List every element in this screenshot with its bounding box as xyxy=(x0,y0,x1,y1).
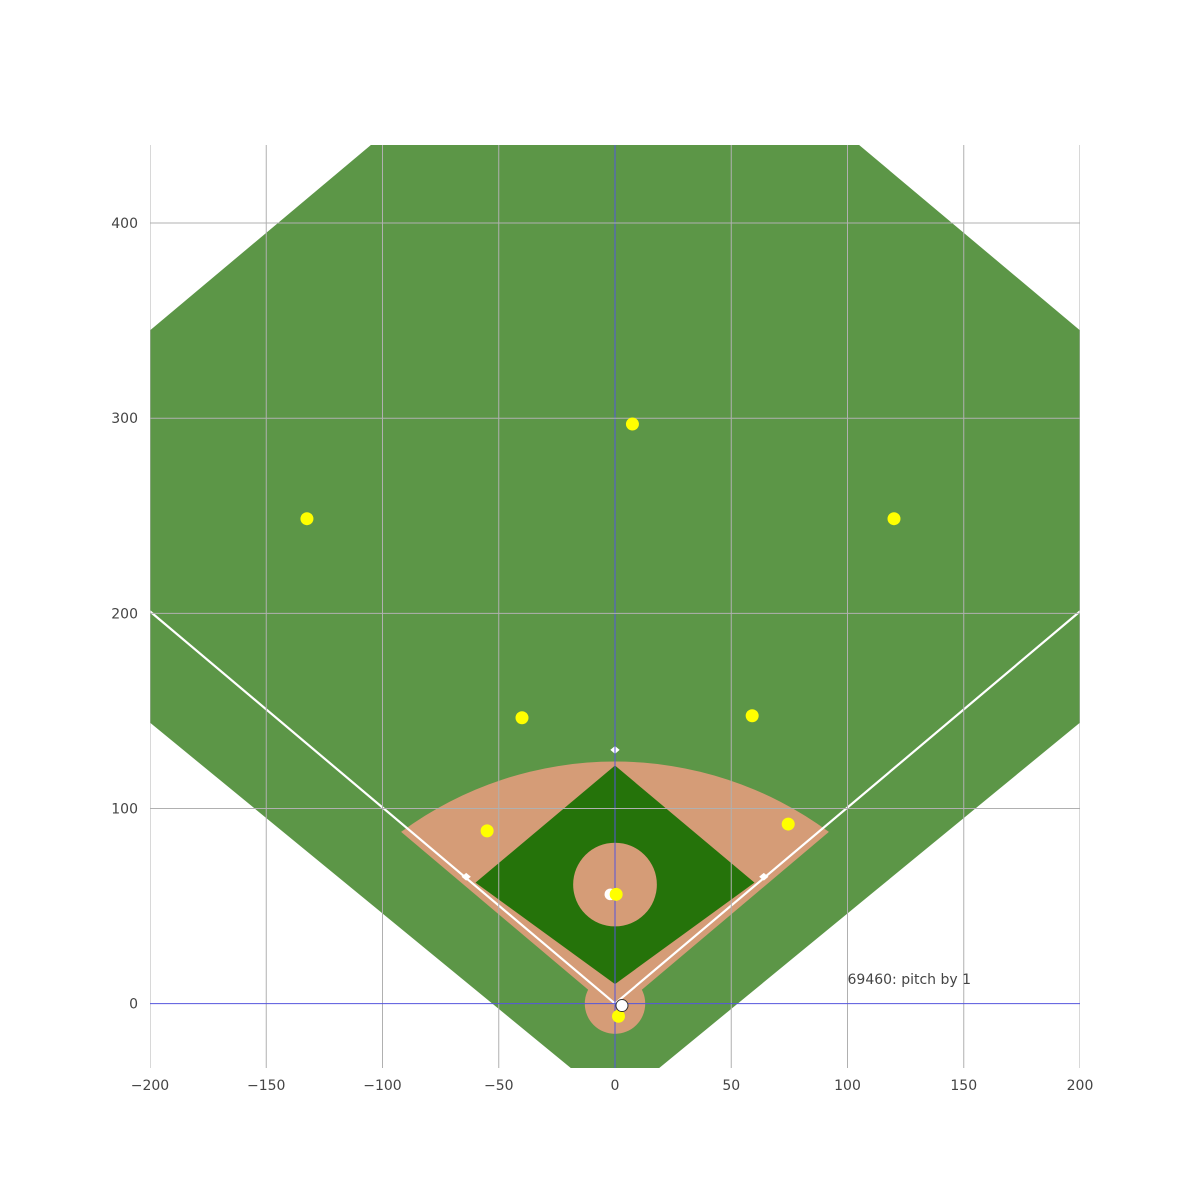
first-base xyxy=(759,872,769,881)
tick-label-layer: −200 −150 −100 −50 0 50 100 150 200 0 100 200 300 400 xyxy=(111,216,1093,1094)
y-tick-label: 300 xyxy=(111,411,138,427)
player-point xyxy=(611,1009,625,1023)
player-point xyxy=(625,417,639,431)
x-tick-label: 100 xyxy=(834,1078,861,1094)
y-tick-label: 100 xyxy=(111,801,138,817)
player-point xyxy=(609,887,623,901)
x-tick-label: 200 xyxy=(1067,1078,1094,1094)
third-base xyxy=(461,872,471,881)
x-tick-label: 0 xyxy=(611,1078,620,1094)
y-tick-label: 400 xyxy=(111,216,138,232)
marks-layer xyxy=(300,417,901,1023)
player-point xyxy=(745,709,759,723)
pitch-annotation: 69460: pitch by 1 xyxy=(848,972,972,988)
player-point xyxy=(887,512,901,526)
player-point xyxy=(515,711,529,725)
x-tick-label: −150 xyxy=(247,1078,285,1094)
player-point xyxy=(781,817,795,831)
y-tick-label: 200 xyxy=(111,606,138,622)
x-tick-label: 50 xyxy=(722,1078,740,1094)
x-tick-label: −100 xyxy=(363,1078,401,1094)
x-tick-label: −200 xyxy=(131,1078,169,1094)
x-tick-label: 150 xyxy=(950,1078,977,1094)
ball-marker xyxy=(615,999,629,1013)
player-point xyxy=(480,824,494,838)
player-point xyxy=(300,512,314,526)
x-tick-label: −50 xyxy=(484,1078,514,1094)
grid-layer xyxy=(150,145,1080,1068)
y-tick-label: 0 xyxy=(129,997,138,1013)
